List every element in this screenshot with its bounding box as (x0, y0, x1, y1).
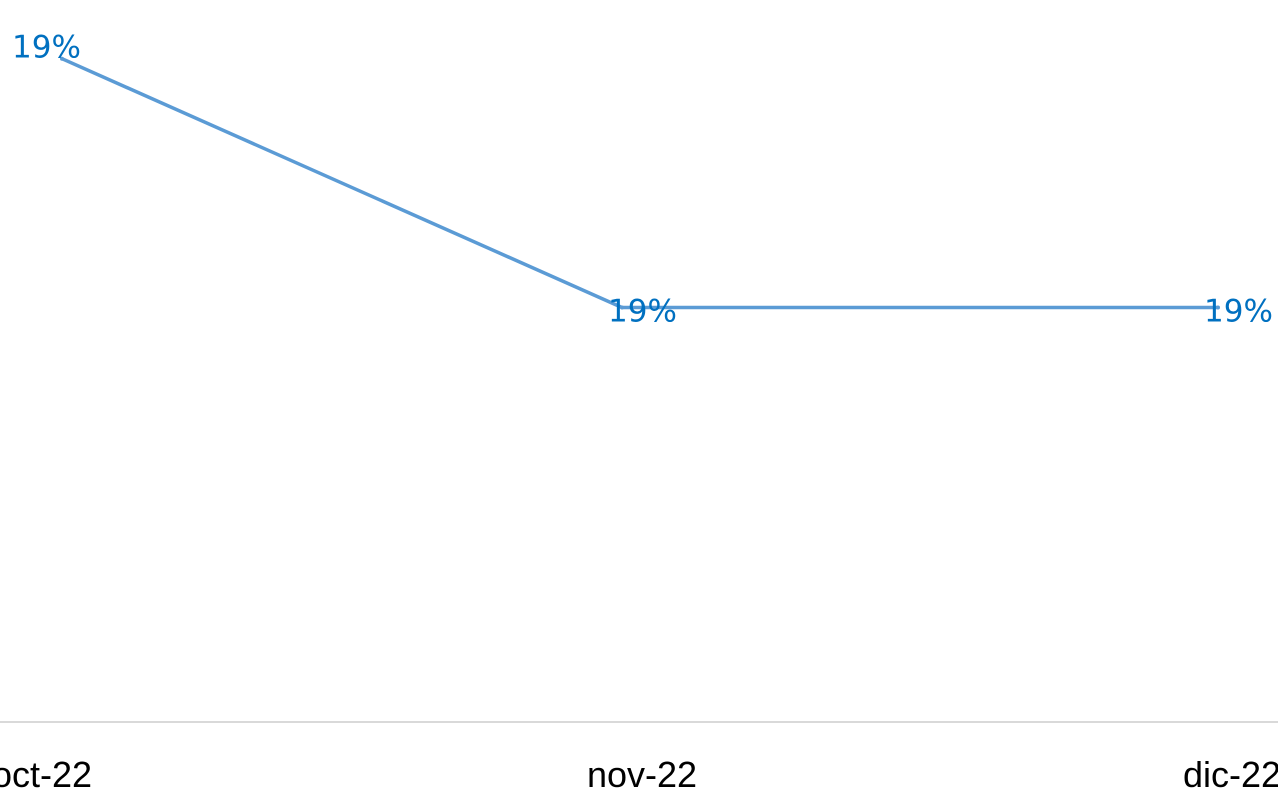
plot-area (60, 56, 1220, 310)
x-tick-labels: oct-22 nov-22 dic-22 (0, 754, 1278, 791)
data-label-oct-22: 19% (12, 30, 81, 66)
x-tick-label-dic-22: dic-22 (1183, 754, 1278, 791)
data-label-nov-22: 19% (608, 293, 677, 329)
data-labels: 19% 19% 19% (12, 30, 1273, 330)
x-tick-label-nov-22: nov-22 (587, 754, 697, 791)
x-tick-label-oct-22: oct-22 (0, 754, 92, 791)
data-label-dic-22: 19% (1204, 293, 1273, 329)
series-line (61, 57, 1218, 310)
